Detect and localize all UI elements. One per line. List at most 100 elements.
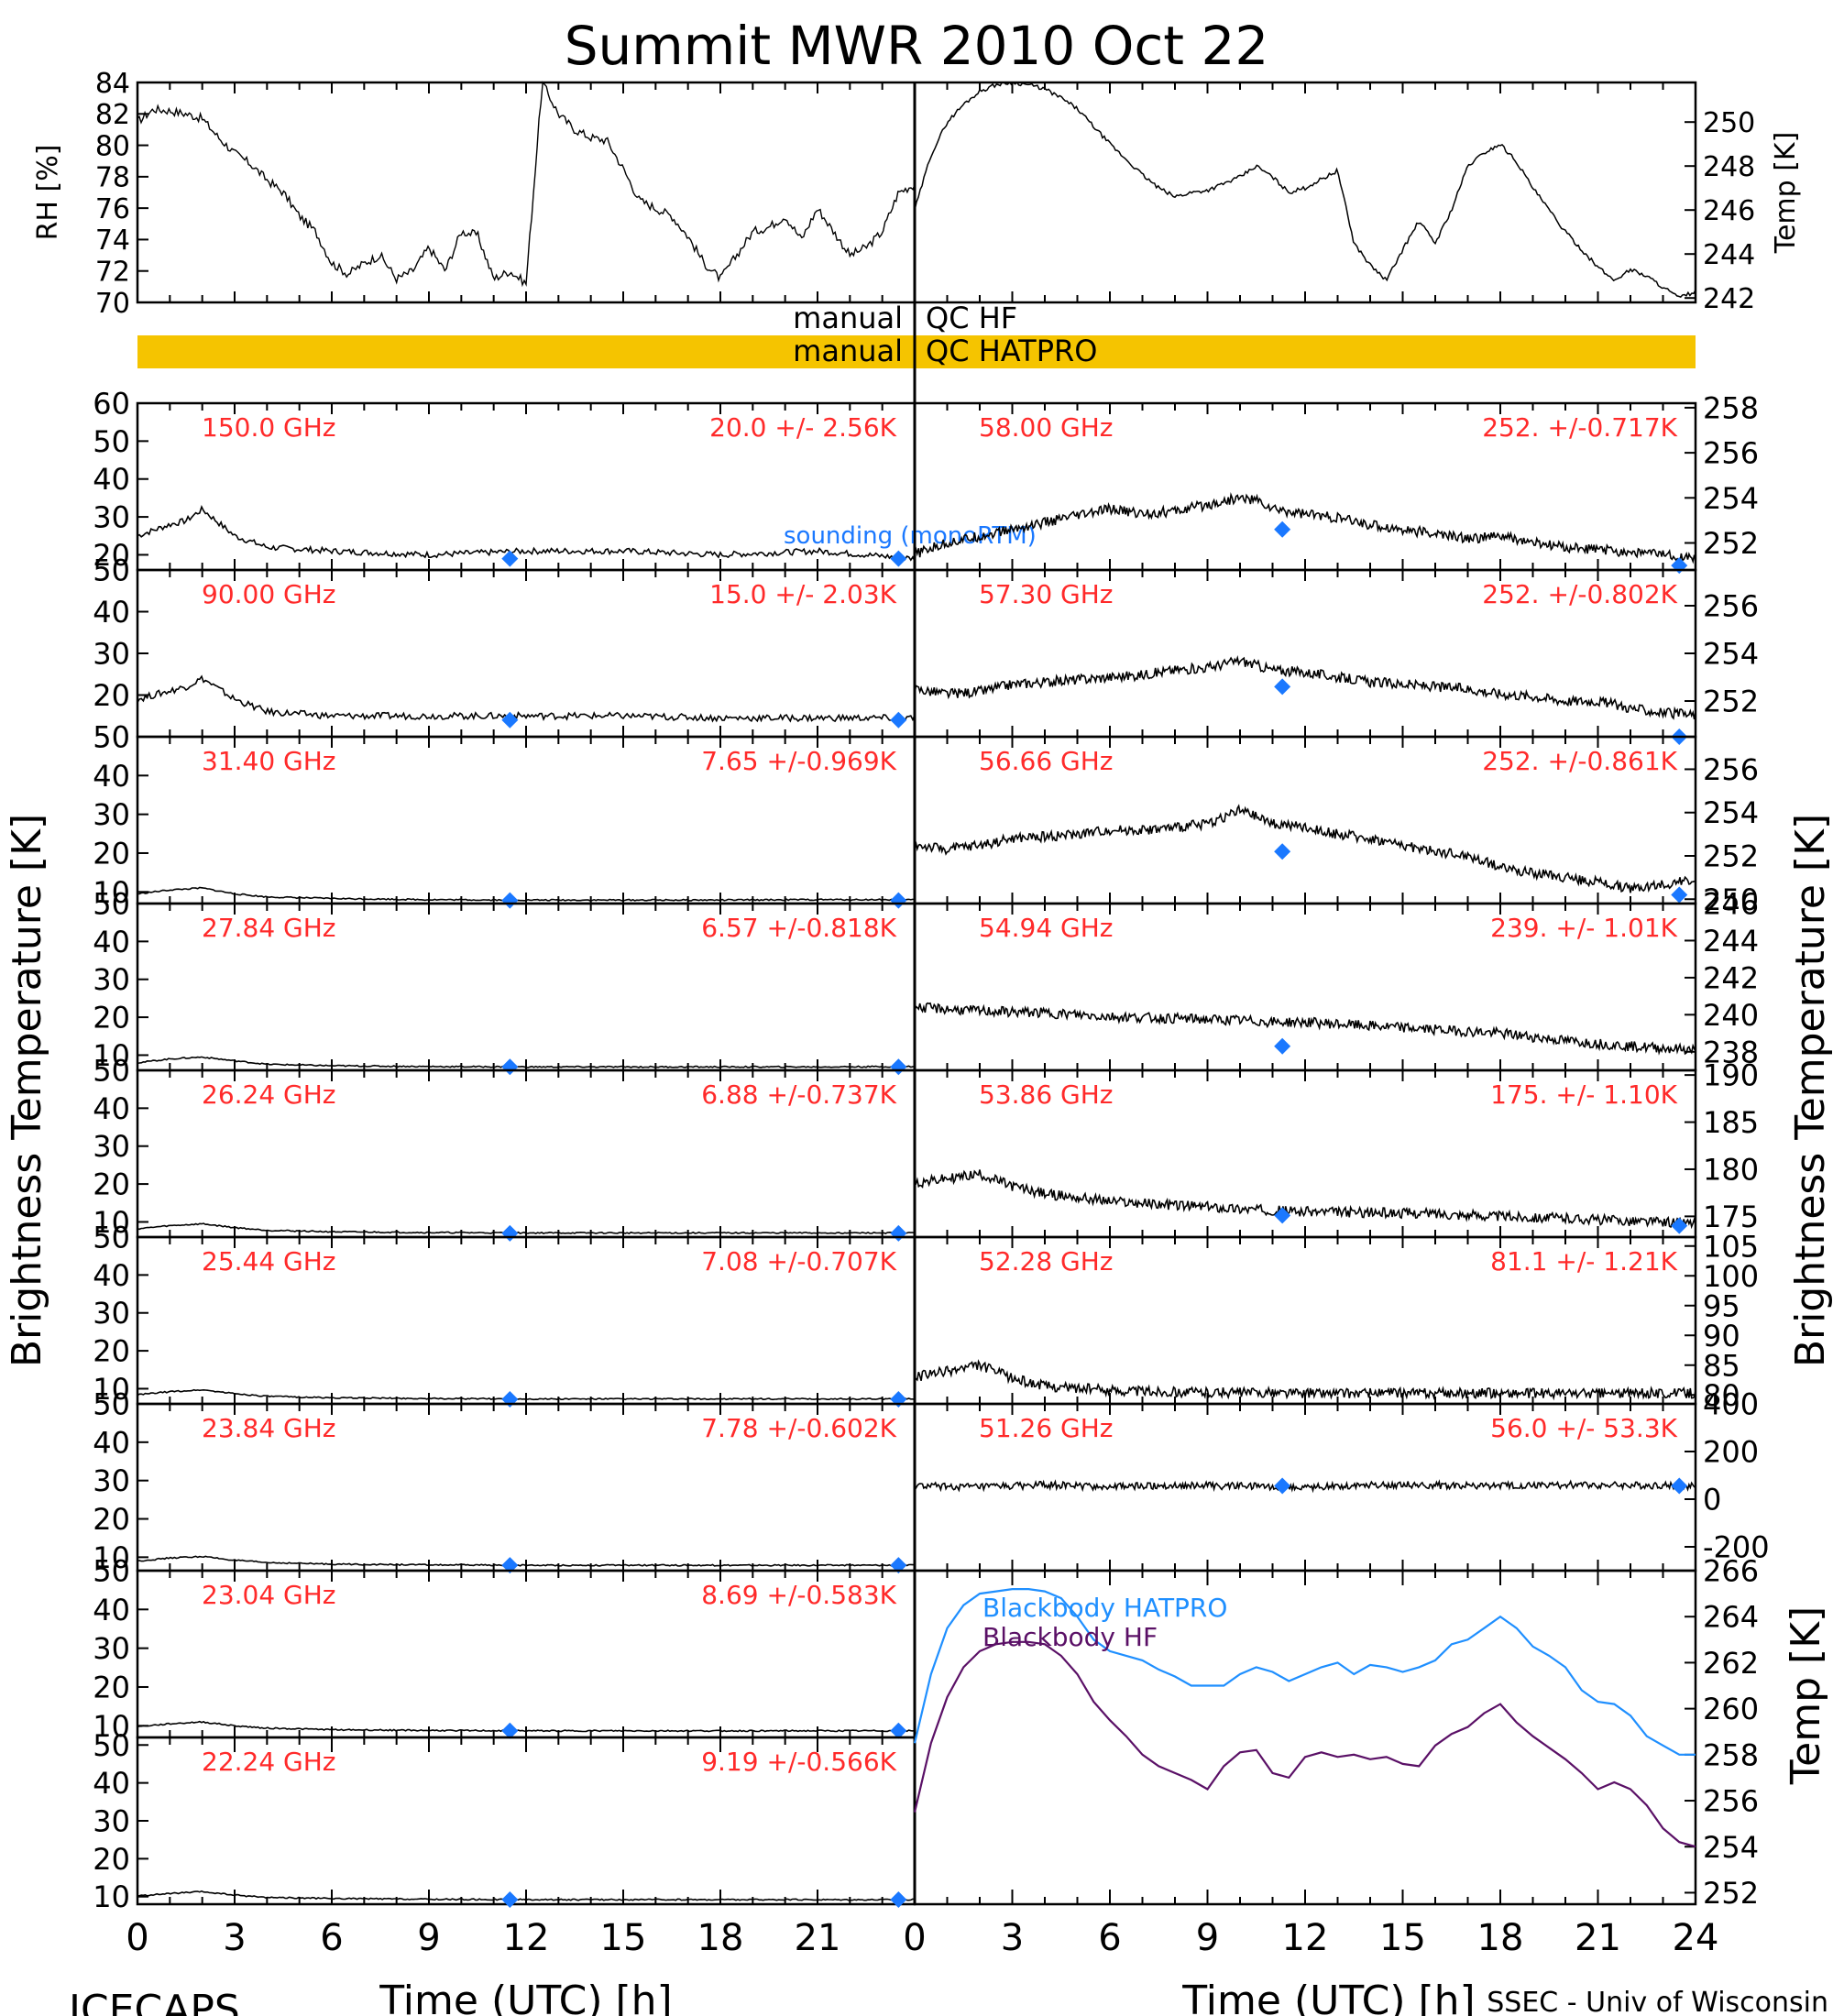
y-tick-label: 10 [93,1540,130,1575]
temp-axis-label: Temp [K] [1770,132,1802,255]
x-axis-label-right: Time (UTC) [h] [1181,1978,1475,2016]
qc-flags: manual QC HF manual QC HATPRO [137,82,1696,1904]
y-tick-label: 250 [1703,882,1759,917]
y-tick-label: 10 [93,1879,130,1914]
y-tick-label: 30 [93,637,130,672]
channel-frequency: 25.44 GHz [202,1246,336,1276]
x-tick-label: 12 [503,1917,550,1959]
channel-frequency: 150.0 GHz [202,412,336,443]
y-tick-label: 10 [93,1372,130,1407]
y-tick-label: 40 [93,1766,130,1801]
y-tick-label: 78 [95,162,130,194]
channel-panel: 250 252 254 256 56.66 GHz 252. +/-0.861K [913,735,1759,917]
channel-frequency: 26.24 GHz [202,1079,336,1110]
sounding-marker [1274,843,1291,860]
y-tick-label: 175 [1703,1200,1759,1234]
x-tick-label: 12 [1282,1917,1329,1959]
y-tick-label: 256 [1703,1784,1759,1819]
y-tick-label: 20 [93,1670,130,1704]
channel-statistics: 15.0 +/- 2.03K [709,579,896,609]
channel-frequency: 54.94 GHz [979,913,1114,943]
y-tick-label: 0 [1703,1483,1721,1517]
y-tick-label: 252 [1703,839,1759,874]
y-tick-label: 50 [93,1728,130,1763]
y-tick-label: 256 [1703,436,1759,471]
channel-frequency: 51.26 GHz [979,1413,1114,1443]
sounding-marker [1671,1217,1688,1234]
sounding-marker [1274,1037,1291,1055]
x-tick-label: 9 [417,1917,440,1959]
sounding-marker [501,1391,519,1408]
channel-series [914,654,1696,720]
y-tick-label: 80 [95,130,130,162]
y-tick-label: 242 [1703,283,1755,315]
y-tick-label: 20 [93,1167,130,1202]
channel-series [137,504,916,562]
channel-statistics: 6.88 +/-0.737K [701,1079,896,1110]
sounding-marker [890,1891,907,1909]
met-frame [136,81,1697,304]
y-tick-label: 252 [1703,685,1759,719]
channel-statistics: 81.1 +/- 1.21K [1490,1246,1677,1276]
y-tick-label: 30 [93,500,130,535]
y-tick-label: 10 [93,875,130,910]
sounding-marker [501,1557,519,1574]
sounding-marker [890,550,907,567]
y-tick-label: 10 [93,1709,130,1744]
y-tick-label: -200 [1703,1530,1770,1565]
channel-frequency: 56.66 GHz [979,746,1114,776]
y-tick-label: 252 [1703,1876,1759,1911]
sounding-marker [890,1391,907,1408]
y-tick-label: 50 [93,1221,130,1255]
y-tick-label: 40 [93,1425,130,1460]
y-tick-label: 105 [1703,1229,1759,1264]
qc-label: QC HATPRO [926,334,1097,368]
blackbody-panel: 252 254 256 258 260 262 264 266 Temp [K] Blackbod… [913,1554,1829,1911]
channel-series [914,1479,1696,1494]
legend-entry: Blackbody HATPRO [982,1593,1227,1623]
sounding-marker [501,892,519,909]
x-tick-label: 6 [1098,1917,1121,1959]
y-tick-label: 190 [1703,1058,1759,1093]
channel-frequency: 90.00 GHz [202,579,336,609]
x-tick-label: 3 [223,1917,246,1959]
y-axis-label-left: Brightness Temperature [K] [4,814,50,1367]
sounding-marker [890,1224,907,1242]
y-tick-label: 40 [93,1593,130,1627]
y-tick-label: 20 [93,836,130,871]
y-tick-label: 76 [95,193,130,225]
channel-frequency: 23.04 GHz [202,1580,336,1610]
y-tick-label: 40 [93,1258,130,1293]
y-tick-label: 20 [93,1842,130,1877]
footer-left: ICECAPS [69,1987,240,2016]
channel-frequency: 22.24 GHz [202,1747,336,1777]
channel-frequency: 27.84 GHz [202,913,336,943]
y-tick-label: 254 [1703,637,1759,672]
x-tick-label: 3 [1001,1917,1024,1959]
channel-series [137,1388,916,1401]
y-tick-label: 200 [1703,1435,1759,1470]
channel-statistics: 252. +/-0.802K [1482,579,1677,609]
channel-frequency: 31.40 GHz [202,746,336,776]
y-tick-label: 20 [93,1001,130,1035]
blackbody-axis-label: Temp [K] [1783,1606,1829,1785]
y-tick-label: 80 [1703,1378,1740,1413]
x-tick-label: 18 [697,1917,744,1959]
temp-series [914,81,1696,298]
channel-series [137,1056,916,1068]
y-tick-label: 30 [93,1129,130,1164]
y-tick-label: 85 [1703,1348,1740,1383]
sounding-marker [501,1058,519,1076]
y-tick-label: 30 [93,962,130,997]
y-tick-label: 185 [1703,1105,1759,1140]
y-tick-label: 40 [93,1091,130,1126]
y-tick-label: 50 [93,1054,130,1089]
sounding-marker [890,711,907,729]
y-tick-label: 40 [93,462,130,497]
channel-panel: 252 254 256 258 58.00 GHz 252. +/-0.717K [913,390,1759,575]
y-tick-label: 30 [93,1296,130,1331]
y-tick-label: 250 [1703,107,1755,139]
